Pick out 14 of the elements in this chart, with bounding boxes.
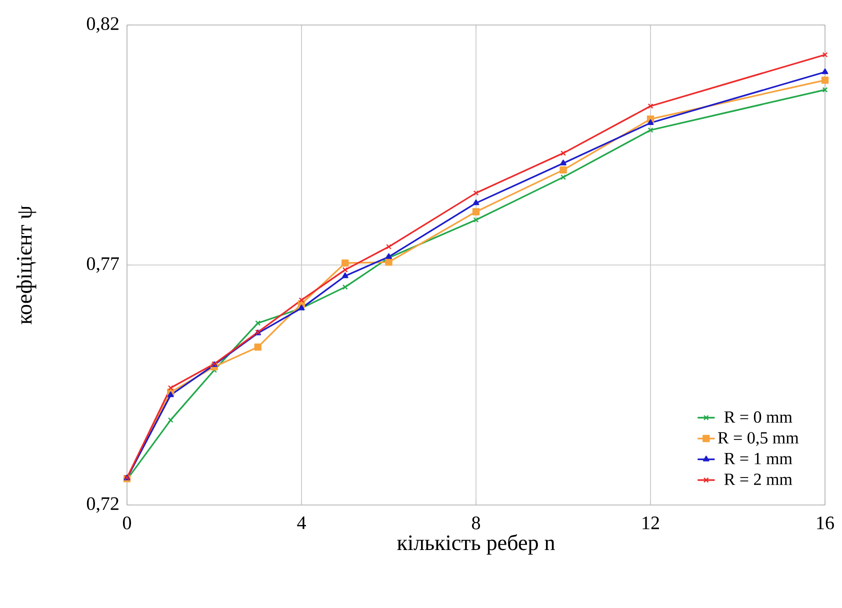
legend-label: R = 2 mm (724, 474, 792, 485)
x-tick-label: 12 (642, 516, 659, 530)
legend-label: R = 0,5 mm (718, 432, 799, 446)
x-axis-title: кількість ребер n (397, 534, 555, 555)
y-tick-label: 0,72 (86, 497, 118, 513)
y-tick-label: 0,82 (86, 17, 118, 33)
x-tick-label: 4 (297, 516, 306, 530)
x-tick-label: 8 (472, 516, 480, 530)
y-tick-label: 0,77 (86, 257, 119, 273)
x-tick-label: 16 (817, 516, 834, 530)
legend-label: R = 1 mm (724, 452, 792, 464)
x-tick-label: 0 (122, 516, 132, 530)
legend-label: R = 0 mm (724, 411, 792, 423)
y-axis-title: коефіцієнт ψ (16, 206, 36, 324)
